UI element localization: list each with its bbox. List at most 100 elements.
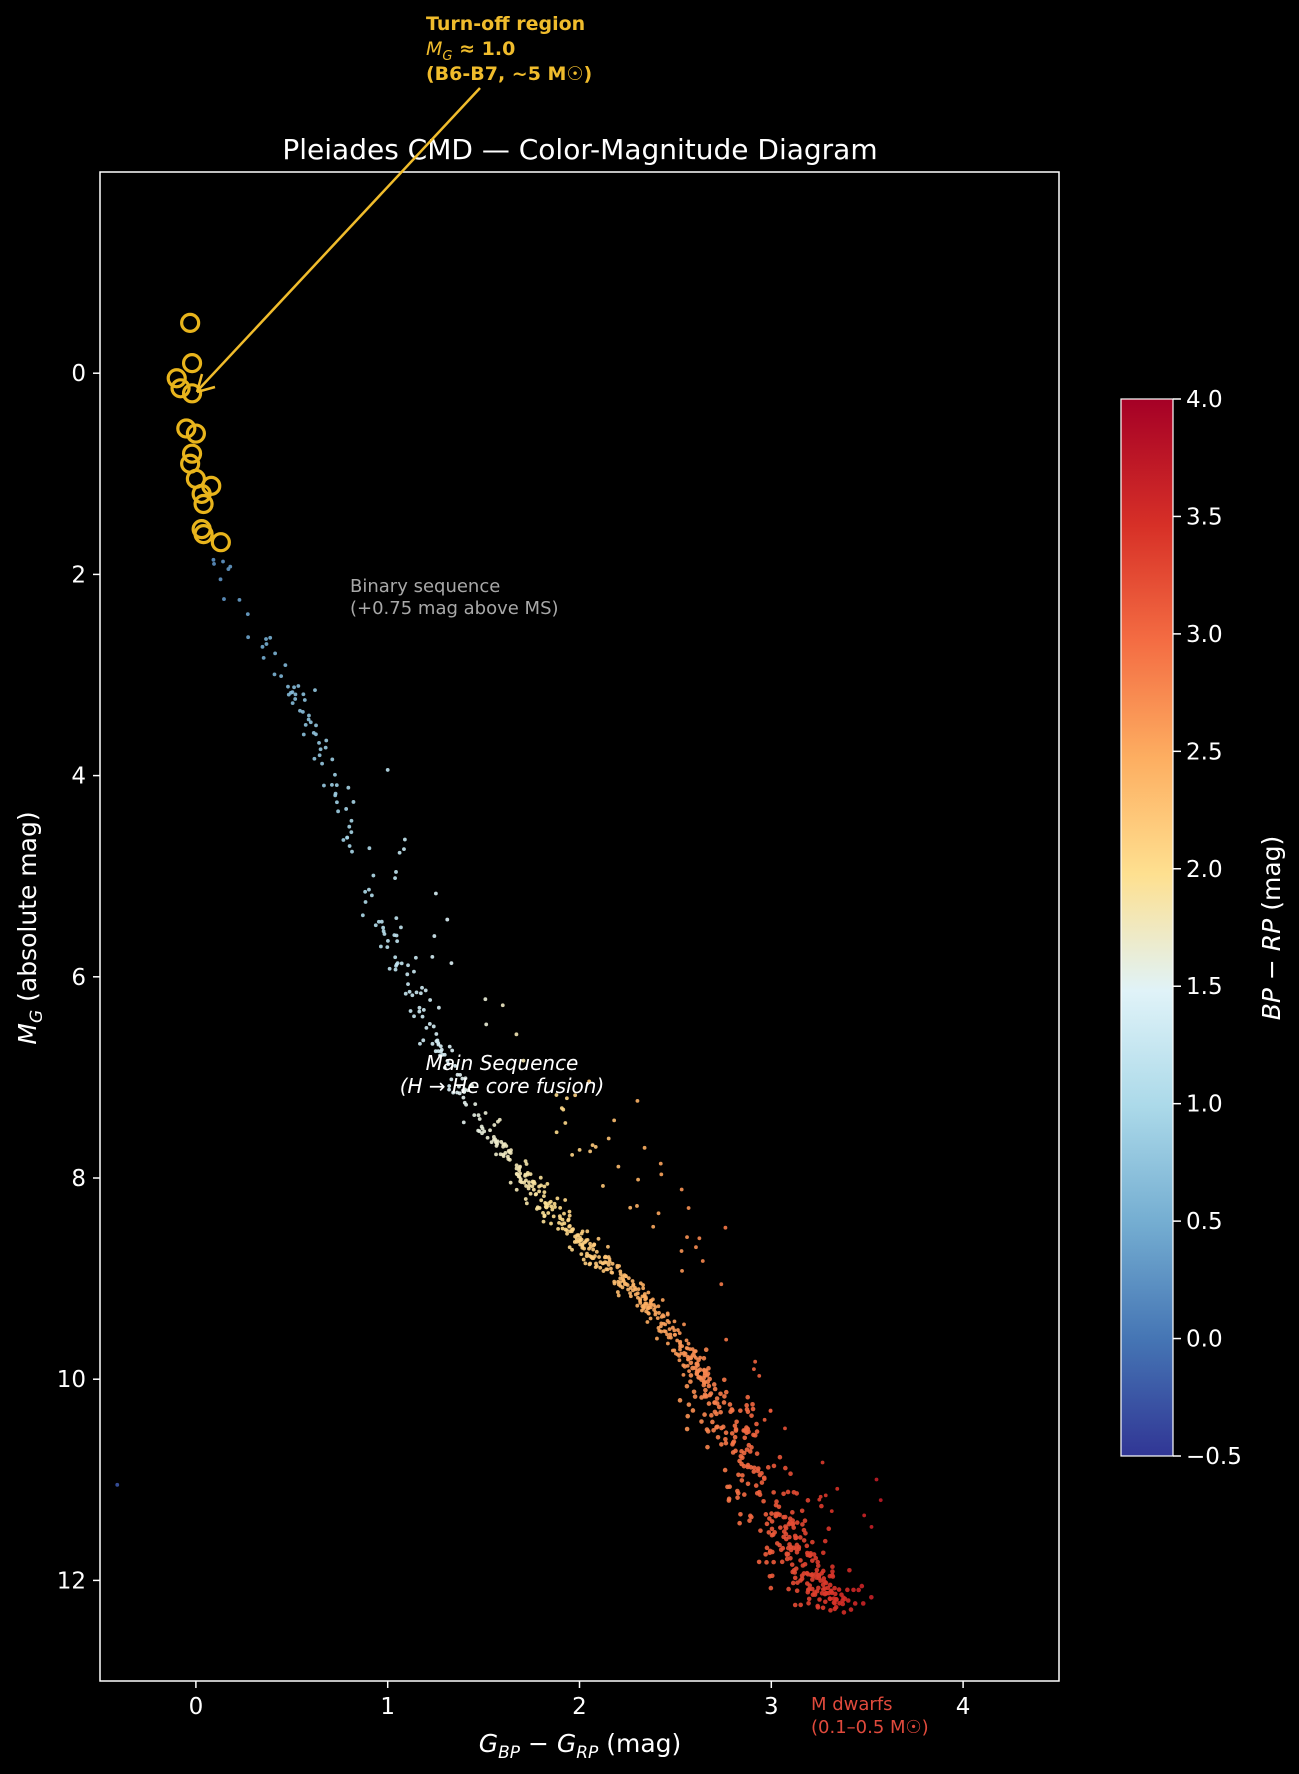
star-point — [820, 1568, 826, 1574]
star-point — [759, 1480, 765, 1485]
star-point — [324, 738, 329, 743]
y-axis-label: MG (absolute mag) — [13, 811, 47, 1044]
star-point — [455, 1072, 460, 1077]
star-point — [642, 1292, 647, 1296]
star-point — [290, 701, 295, 706]
star-point — [826, 1526, 832, 1532]
star-point — [702, 1412, 707, 1417]
star-point — [545, 1182, 550, 1186]
star-point — [685, 1363, 690, 1368]
star-point — [839, 1592, 844, 1598]
star-point — [789, 1562, 795, 1567]
star-point — [606, 1136, 611, 1141]
star-point — [810, 1577, 815, 1582]
star-point — [752, 1367, 756, 1372]
colorbar-tick-label: 0.5 — [1186, 1209, 1223, 1235]
star-point — [449, 961, 454, 966]
star-point — [567, 1245, 572, 1250]
star-point — [573, 1093, 578, 1098]
star-point — [367, 846, 372, 851]
star-point — [646, 1290, 651, 1295]
star-point — [745, 1426, 751, 1432]
star-point — [414, 990, 419, 995]
star-point — [809, 1586, 815, 1592]
star-point — [799, 1508, 805, 1514]
star-point — [852, 1601, 858, 1606]
colorbar — [1120, 398, 1174, 1457]
star-point — [530, 1184, 535, 1189]
star-point — [330, 782, 334, 787]
star-point — [417, 1005, 422, 1010]
star-point — [719, 1442, 724, 1447]
star-point — [431, 1024, 436, 1029]
star-point — [705, 1371, 711, 1376]
star-point — [604, 1267, 609, 1272]
star-point — [418, 991, 423, 996]
colorbar-tick-label: 1.5 — [1186, 974, 1223, 1000]
star-point — [330, 757, 335, 762]
star-point — [567, 1213, 572, 1218]
star-point — [393, 967, 398, 972]
star-point — [279, 674, 284, 679]
star-point — [754, 1490, 760, 1496]
star-point — [612, 1281, 617, 1286]
star-point — [674, 1351, 678, 1356]
star-point — [744, 1403, 749, 1408]
star-point — [293, 697, 298, 701]
star-point — [514, 1166, 519, 1171]
star-point — [718, 1409, 723, 1415]
star-point — [769, 1519, 775, 1524]
star-point — [115, 1482, 120, 1487]
star-point — [804, 1543, 810, 1549]
star-point — [542, 1190, 547, 1195]
star-point — [745, 1394, 751, 1400]
star-point — [741, 1463, 747, 1469]
star-point — [430, 954, 435, 959]
star-point — [501, 1154, 506, 1158]
star-point — [655, 1316, 660, 1320]
star-point — [742, 1435, 748, 1441]
star-point — [521, 1058, 526, 1063]
star-point — [786, 1586, 791, 1592]
star-point — [769, 1573, 775, 1579]
star-point — [560, 1226, 565, 1231]
star-point — [556, 1226, 561, 1231]
star-point — [666, 1335, 671, 1340]
star-point — [644, 1309, 649, 1314]
star-point — [787, 1534, 792, 1540]
star-point — [421, 1008, 426, 1012]
star-point — [273, 651, 278, 656]
main-sequence-label-2: (H → He core fusion) — [400, 1074, 605, 1098]
star-point — [726, 1496, 732, 1502]
star-point — [436, 1005, 441, 1010]
star-point — [264, 637, 268, 641]
star-point — [515, 1172, 519, 1177]
star-point — [542, 1184, 547, 1189]
star-point — [695, 1368, 701, 1374]
colorbar-tick-label: 2.5 — [1186, 739, 1223, 765]
star-point — [687, 1369, 691, 1374]
star-point — [590, 1143, 595, 1148]
star-point — [344, 807, 349, 811]
star-point — [350, 849, 354, 854]
star-point — [825, 1585, 831, 1591]
star-point — [714, 1425, 719, 1430]
star-point — [462, 1100, 467, 1105]
star-point — [347, 844, 352, 848]
star-point — [820, 1550, 826, 1556]
star-point — [747, 1518, 752, 1523]
star-point — [665, 1311, 670, 1316]
star-point — [636, 1295, 640, 1300]
turnoff-star-marker — [176, 418, 197, 439]
star-point — [769, 1511, 774, 1516]
star-point — [322, 783, 326, 788]
main-sequence-label-1: Main Sequence — [426, 1051, 579, 1075]
star-point — [376, 919, 381, 924]
star-point — [303, 722, 308, 727]
star-point — [762, 1476, 767, 1482]
star-point — [292, 685, 296, 690]
star-point — [453, 1064, 458, 1068]
star-point — [434, 1032, 439, 1036]
star-point — [817, 1597, 822, 1602]
star-point — [793, 1535, 798, 1541]
